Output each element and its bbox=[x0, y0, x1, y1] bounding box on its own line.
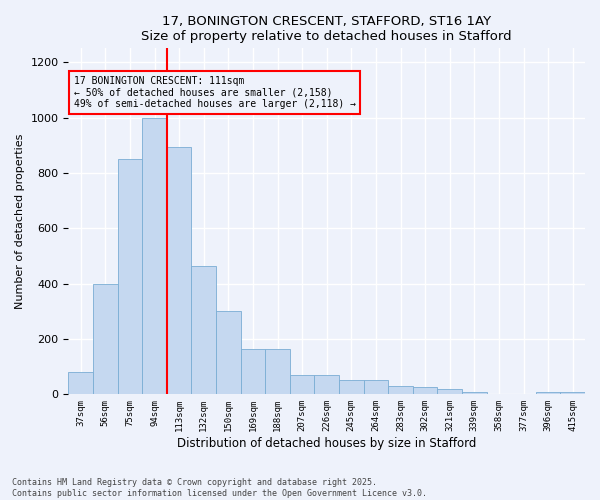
Bar bbox=[388, 386, 413, 394]
Text: 17 BONINGTON CRESCENT: 111sqm
← 50% of detached houses are smaller (2,158)
49% o: 17 BONINGTON CRESCENT: 111sqm ← 50% of d… bbox=[74, 76, 356, 109]
Bar bbox=[118, 159, 142, 394]
Bar bbox=[167, 146, 191, 394]
Bar bbox=[290, 375, 314, 394]
Bar bbox=[462, 392, 487, 394]
Y-axis label: Number of detached properties: Number of detached properties bbox=[15, 134, 25, 309]
Title: 17, BONINGTON CRESCENT, STAFFORD, ST16 1AY
Size of property relative to detached: 17, BONINGTON CRESCENT, STAFFORD, ST16 1… bbox=[142, 15, 512, 43]
X-axis label: Distribution of detached houses by size in Stafford: Distribution of detached houses by size … bbox=[177, 437, 476, 450]
Bar bbox=[364, 380, 388, 394]
Bar bbox=[241, 348, 265, 395]
Bar bbox=[142, 118, 167, 394]
Bar bbox=[265, 348, 290, 395]
Bar bbox=[93, 284, 118, 395]
Bar bbox=[314, 375, 339, 394]
Bar bbox=[560, 392, 585, 394]
Bar bbox=[216, 312, 241, 394]
Bar bbox=[437, 389, 462, 394]
Bar bbox=[68, 372, 93, 394]
Bar bbox=[191, 266, 216, 394]
Text: Contains HM Land Registry data © Crown copyright and database right 2025.
Contai: Contains HM Land Registry data © Crown c… bbox=[12, 478, 427, 498]
Bar bbox=[339, 380, 364, 394]
Bar bbox=[536, 392, 560, 394]
Bar bbox=[413, 388, 437, 394]
